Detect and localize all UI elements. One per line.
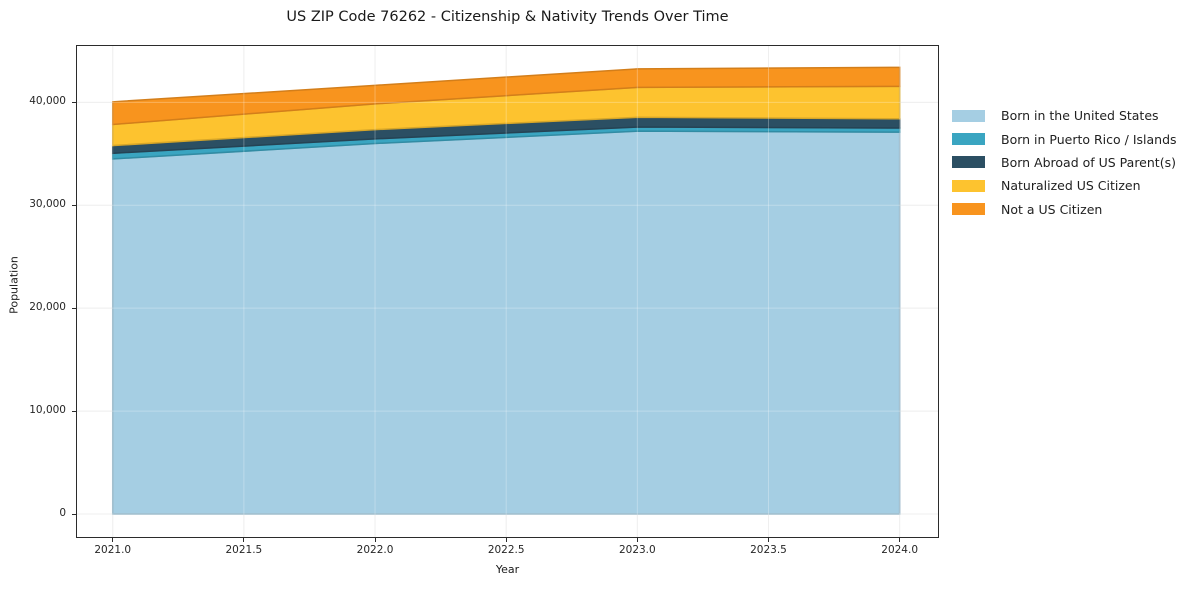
plot-area — [76, 45, 939, 538]
x-axis-label: Year — [495, 563, 520, 576]
y-tick-mark — [72, 513, 76, 515]
y-tick-label: 30,000 — [29, 198, 66, 211]
legend-label: Not a US Citizen — [1001, 201, 1103, 217]
x-tick-label: 2023.5 — [750, 544, 787, 556]
y-axis-label: Population — [7, 256, 21, 314]
legend-label: Naturalized US Citizen — [1001, 178, 1141, 194]
area-not-a-us-citizen — [111, 66, 901, 126]
y-tick-mark — [72, 101, 76, 103]
x-tick-label: 2022.5 — [487, 544, 525, 556]
x-tick-mark — [374, 538, 376, 542]
x-tick-mark — [636, 538, 638, 542]
legend-swatch — [952, 109, 985, 122]
x-tick-mark — [112, 538, 114, 542]
x-tick-label: 2021.0 — [94, 544, 132, 556]
legend-label: Born Abroad of US Parent(s) — [1001, 154, 1176, 170]
legend-item: Born Abroad of US Parent(s) — [952, 151, 1177, 174]
x-tick-mark — [243, 538, 245, 542]
x-tick-label: 2022.0 — [356, 544, 394, 556]
x-tick-mark — [505, 538, 507, 542]
y-tick-label: 20,000 — [29, 301, 66, 314]
y-tick-mark — [72, 410, 76, 412]
legend: Born in the United States Born in Puerto … — [952, 104, 1177, 221]
legend-item: Naturalized US Citizen — [952, 174, 1177, 197]
x-tick-mark — [767, 538, 769, 542]
legend-swatch — [952, 133, 985, 146]
legend-item: Born in the United States — [952, 104, 1177, 127]
x-tick-label: 2021.5 — [225, 544, 263, 556]
y-tick-label: 40,000 — [29, 95, 66, 108]
legend-label: Born in Puerto Rico / Islands — [1001, 131, 1177, 147]
legend-item: Not a US Citizen — [952, 198, 1177, 221]
chart-title: US ZIP Code 76262 - Citizenship & Nativi… — [286, 9, 729, 25]
legend-item: Born in Puerto Rico / Islands — [952, 127, 1177, 150]
legend-swatch — [952, 203, 985, 216]
legend-label: Born in the United States — [1001, 108, 1159, 124]
plot-spines — [76, 45, 939, 538]
legend-swatch — [952, 179, 985, 192]
x-tick-mark — [899, 538, 901, 542]
x-tick-label: 2024.0 — [881, 544, 919, 556]
y-tick-mark — [72, 204, 76, 206]
x-tick-label: 2023.0 — [618, 544, 656, 556]
y-tick-label: 10,000 — [29, 404, 66, 417]
y-tick-label: 0 — [59, 507, 66, 520]
legend-swatch — [952, 156, 985, 169]
y-tick-mark — [72, 307, 76, 309]
